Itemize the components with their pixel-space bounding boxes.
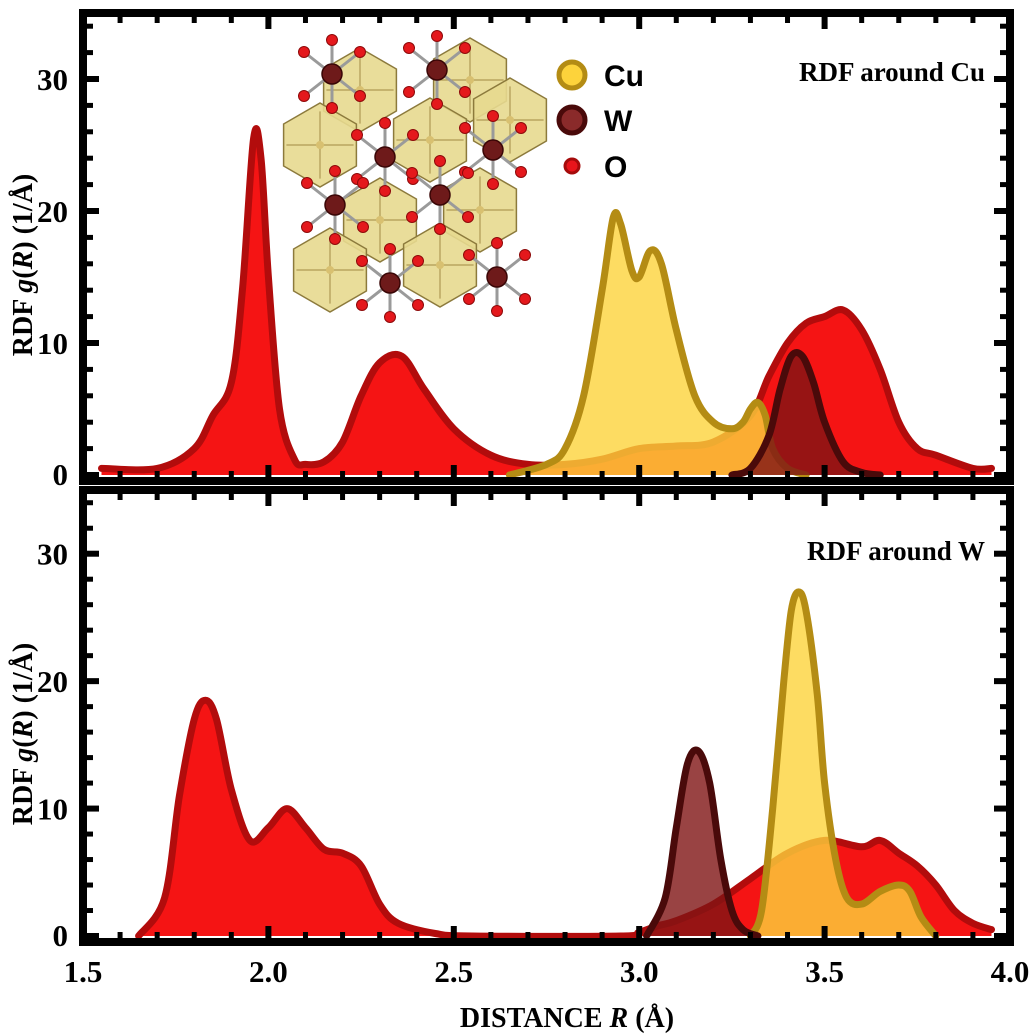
o-atom (412, 255, 424, 267)
w-atom (321, 63, 343, 85)
y-tick-label: 0 (53, 457, 69, 492)
o-atom (459, 122, 471, 134)
x-axis-label: DISTANCE R (Å) (460, 1003, 674, 1034)
o-atom (329, 233, 341, 245)
legend-cu-label: Cu (604, 60, 644, 93)
o-atom (298, 90, 310, 102)
o-atom (491, 237, 503, 249)
o-atom (326, 102, 338, 114)
y-tick-label: 10 (37, 792, 68, 827)
series-cu-line (505, 209, 810, 479)
o-atom (403, 86, 415, 98)
crystal-structure-inset (282, 30, 548, 323)
o-atom (519, 293, 531, 305)
o-atom (487, 178, 499, 190)
o-atom (384, 243, 396, 255)
w-atom (374, 146, 396, 168)
x-tick-label: 4.0 (991, 954, 1030, 989)
o-atom (434, 155, 446, 167)
x-tick-label: 2.5 (434, 954, 473, 989)
y-tick-label: 0 (53, 918, 69, 953)
plot-frame (79, 9, 1014, 485)
o-atom (351, 129, 363, 141)
legend-cu-marker (556, 59, 588, 91)
o-atom (301, 221, 313, 233)
series-w-area (646, 750, 758, 936)
y-axis-label: RDF g(R) (1/Å) (8, 174, 39, 357)
series-o-line (98, 125, 995, 474)
series-cu-line (746, 588, 940, 940)
o-atom (431, 98, 443, 110)
o-atom (434, 223, 446, 235)
legend-w-marker (556, 104, 588, 136)
w-atom (429, 184, 451, 206)
o-atom (326, 34, 338, 46)
o-atom (354, 46, 366, 58)
series-cu-area (750, 591, 936, 936)
x-tick-label: 3.0 (620, 954, 659, 989)
o-atom (356, 255, 368, 267)
o-atom (515, 166, 527, 178)
o-atom (412, 299, 424, 311)
o-atom (463, 293, 475, 305)
plot-frame (79, 486, 1014, 946)
panel-title: RDF around W (807, 536, 985, 566)
o-atom (379, 185, 391, 197)
y-axis-label: RDF g(R) (1/Å) (8, 643, 39, 826)
o-atom (459, 86, 471, 98)
panel-rdf-around-cu: 0 10 20 30 RDF around Cu RDF g(R) (1/Å) (8, 9, 1014, 492)
o-atom (515, 122, 527, 134)
o-atom (431, 30, 443, 42)
x-tick-label: 2.0 (249, 954, 288, 989)
o-atom (462, 211, 474, 223)
o-atom (407, 129, 419, 141)
series-w-line (643, 746, 762, 940)
y-tick-label: 20 (37, 194, 68, 229)
o-atom (462, 167, 474, 179)
panel-rdf-around-w: 0 10 20 30 1.5 2.0 2.5 3.0 3.5 4.0 RDF around W RDF… (8, 486, 1030, 989)
o-atom (384, 311, 396, 323)
o-atom (403, 42, 415, 54)
series-w-line (728, 349, 884, 479)
w-atom (486, 266, 508, 288)
o-atom (298, 46, 310, 58)
o-atom (519, 249, 531, 261)
o-atom (459, 42, 471, 54)
w-atom (482, 139, 504, 161)
o-atom (301, 177, 313, 189)
o-atom (406, 167, 418, 179)
y-tick-label: 20 (37, 664, 68, 699)
o-atom (357, 221, 369, 233)
panel-title: RDF around Cu (799, 57, 985, 87)
o-atom (357, 177, 369, 189)
w-atom (426, 59, 448, 81)
w-atom (324, 194, 346, 216)
o-atom (379, 117, 391, 129)
legend-o-label: O (604, 151, 627, 184)
legend-o-marker (563, 157, 581, 175)
y-tick-label: 30 (37, 537, 68, 572)
o-atom (356, 299, 368, 311)
o-atom (487, 110, 499, 122)
o-atom (329, 165, 341, 177)
y-tick-label: 30 (37, 62, 68, 97)
legend: Cu WO (556, 59, 644, 184)
o-atom (463, 249, 475, 261)
x-tick-label: 1.5 (64, 954, 103, 989)
series-o-line (135, 696, 995, 940)
x-tick-label: 3.5 (805, 954, 844, 989)
legend-w-label: W (604, 105, 633, 138)
series-o-area (101, 128, 992, 475)
y-tick-label: 10 (37, 326, 68, 361)
o-atom (354, 90, 366, 102)
w-atom (379, 272, 401, 294)
o-atom (491, 305, 503, 317)
o-atom (406, 211, 418, 223)
